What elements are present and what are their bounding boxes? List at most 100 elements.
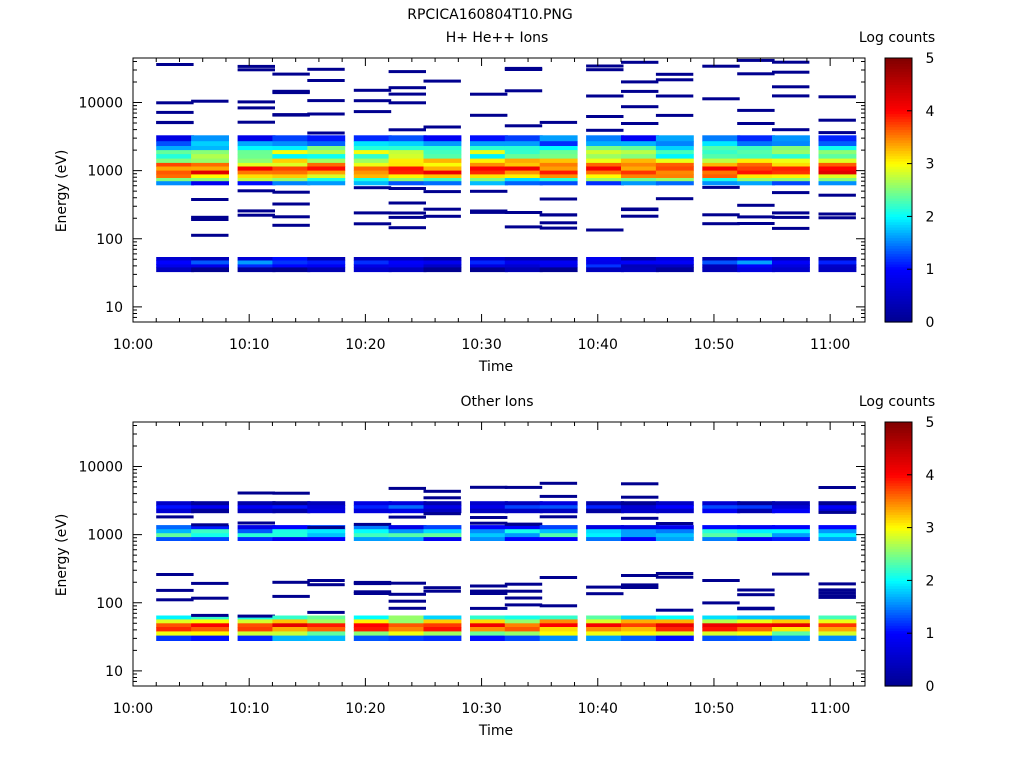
colorbar-cell [885,509,912,513]
colorbar-cell [885,94,912,99]
sparse-count-line [504,589,543,593]
colorbar-cell [885,137,912,141]
colorbar-cell [885,71,912,75]
heatmap-cell [655,635,694,641]
colorbar-cell [885,87,912,91]
heatmap-cell [191,257,229,261]
heatmap-cell [621,162,659,167]
sparse-count-line [470,516,508,519]
heatmap-cell [237,178,276,182]
heatmap-cell [307,529,346,534]
sparse-count-line [272,223,310,227]
heatmap-cell [504,166,543,172]
heatmap-cell [737,537,776,541]
sparse-count-line [272,113,310,117]
colorbar-cell [885,306,912,310]
sparse-count-line [655,572,694,575]
heatmap-cell [621,529,659,534]
colorbar-cell [885,440,912,444]
heatmap-cell [307,623,346,628]
heatmap-cell [353,135,392,142]
heatmap-cell [586,158,624,164]
sparse-count-line [818,591,856,595]
heatmap-cell [423,635,462,641]
heatmap-cell [353,162,392,167]
colorbar-cell [885,226,912,231]
sparse-count-line [353,590,392,594]
heatmap-cell [655,178,694,182]
heatmap-cell [470,135,508,142]
heatmap-cell [237,505,276,510]
heatmap-cell [621,166,659,172]
heatmap-cell [621,631,659,637]
sparse-count-line [237,64,275,68]
heatmap-cell [504,525,543,530]
sparse-count-line [470,209,508,213]
colorbar-cell [885,131,912,136]
colorbar-cell [885,474,912,479]
heatmap-cell [539,146,578,151]
heatmap-cell [237,627,276,632]
sparse-count-line [272,202,310,206]
sparse-count-line [586,94,624,98]
sparse-count-line [772,128,810,132]
heatmap-cell [307,146,346,151]
sparse-count-line [655,197,694,201]
heatmap-cell [702,174,741,179]
heatmap-cell [586,174,624,179]
heatmap-cell [470,162,508,167]
colorbar-cell [885,448,912,452]
colorbar-tick-label: 4 [926,104,935,120]
heatmap-cell [504,257,543,261]
heatmap-cell [353,150,392,155]
heatmap-cell [737,178,776,182]
heatmap-cell [388,174,427,179]
heatmap-cell [655,537,694,541]
colorbar-cell [885,469,912,473]
heatmap-cell [702,267,741,273]
sparse-count-line [388,581,426,585]
sparse-count-line [470,589,508,593]
heatmap-cell [702,529,741,534]
colorbar-cell [885,429,912,434]
x-tick-label: 10:30 [461,701,501,717]
heatmap-cell [586,619,624,624]
heatmap-cell [772,508,810,514]
y-tick-label: 1000 [87,164,123,180]
y-tick-label: 10 [105,664,123,680]
heatmap-cell [353,537,392,541]
colorbar-cell [885,424,912,428]
colorbar-cell [885,92,912,96]
heatmap-cell [539,260,578,265]
heatmap-cell [702,627,741,632]
sparse-count-line [586,128,624,132]
heatmap-cell [818,141,857,147]
sparse-count-line [388,92,426,96]
heatmap-cell [237,537,276,541]
colorbar-tick-label: 3 [926,157,935,173]
colorbar-cell [885,256,912,260]
heatmap-cell [237,174,276,179]
heatmap-cell [156,264,195,268]
heatmap-cell [621,150,659,155]
heatmap-cell [772,623,810,628]
colorbar-cell [885,116,912,120]
heatmap-cell [272,158,311,164]
heatmap-cell [272,135,311,142]
heatmap-cell [655,505,694,510]
heatmap-cell [737,508,776,514]
heatmap-cell [353,264,392,268]
heatmap-cell [737,146,776,151]
heatmap-cell [818,181,857,186]
heatmap-cell [353,146,392,151]
heatmap-cell [272,635,311,641]
heatmap-cell [818,178,857,182]
sparse-count-line [191,233,229,237]
heatmap-cell [470,501,508,506]
heatmap-cell [772,533,810,538]
heatmap-cell [655,508,694,514]
heatmap-cell [353,525,392,530]
heatmap-cell [539,174,578,179]
heatmap-cell [156,154,195,160]
heatmap-cell [539,627,578,632]
